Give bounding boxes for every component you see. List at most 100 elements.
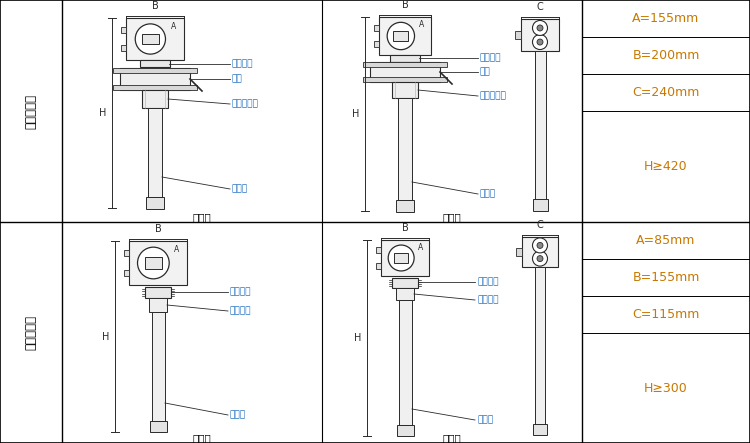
Bar — [148, 108, 162, 197]
Text: A=155mm: A=155mm — [632, 12, 700, 25]
Text: B: B — [152, 1, 158, 11]
Text: 连接螺丝: 连接螺丝 — [477, 295, 499, 304]
Text: B=155mm: B=155mm — [632, 271, 700, 284]
Text: C=115mm: C=115mm — [632, 308, 700, 321]
Text: H: H — [102, 331, 109, 342]
Text: 一体型: 一体型 — [193, 433, 211, 443]
Bar — [535, 267, 545, 425]
Bar — [142, 90, 168, 108]
Text: B=200mm: B=200mm — [632, 49, 700, 62]
Bar — [516, 248, 522, 256]
Text: A=85mm: A=85mm — [636, 234, 696, 247]
Bar — [129, 241, 187, 285]
Text: A: A — [174, 245, 179, 254]
Bar — [392, 278, 418, 288]
Circle shape — [537, 39, 543, 45]
Text: 连接法兰: 连接法兰 — [480, 54, 502, 62]
Bar — [113, 85, 197, 90]
Bar — [398, 98, 412, 200]
Text: 球阀: 球阀 — [480, 67, 490, 77]
Circle shape — [532, 238, 548, 253]
Bar — [152, 312, 164, 421]
Text: C: C — [537, 2, 543, 12]
Bar — [149, 298, 167, 312]
Bar — [394, 253, 408, 263]
Bar — [393, 31, 408, 41]
Text: B: B — [402, 223, 408, 233]
Bar — [124, 270, 129, 276]
Text: 锁紧螺母: 锁紧螺母 — [230, 288, 251, 296]
Bar — [145, 257, 162, 268]
Text: 分体型: 分体型 — [442, 433, 461, 443]
Bar — [396, 200, 414, 212]
Text: 安装连接件: 安装连接件 — [480, 92, 507, 101]
Bar — [142, 34, 159, 44]
Text: H≥420: H≥420 — [644, 160, 688, 173]
Text: C: C — [537, 220, 543, 230]
Bar — [146, 197, 164, 209]
Bar — [379, 17, 431, 55]
Text: H: H — [352, 109, 359, 119]
Bar — [370, 62, 440, 82]
Text: 测量杆: 测量杆 — [480, 190, 496, 198]
Bar — [392, 82, 418, 98]
Bar — [397, 425, 413, 436]
Text: H: H — [99, 108, 106, 118]
Bar — [145, 287, 171, 298]
Text: 测量杆: 测量杆 — [230, 411, 246, 420]
Bar — [363, 62, 447, 67]
Text: B: B — [402, 0, 408, 10]
Text: 一体型: 一体型 — [193, 212, 211, 222]
Bar — [374, 25, 379, 31]
Bar — [376, 247, 381, 253]
Bar — [532, 199, 548, 211]
Circle shape — [537, 25, 543, 31]
Text: 连接螺丝: 连接螺丝 — [230, 307, 251, 315]
Bar — [535, 51, 545, 200]
Bar — [381, 240, 429, 276]
Circle shape — [532, 251, 548, 266]
Circle shape — [387, 22, 415, 50]
Circle shape — [537, 256, 543, 262]
Circle shape — [137, 247, 170, 279]
Text: 连接法兰: 连接法兰 — [232, 59, 254, 69]
Text: H: H — [354, 333, 361, 343]
Circle shape — [135, 24, 166, 54]
Text: H≥300: H≥300 — [644, 381, 688, 395]
Circle shape — [532, 35, 548, 50]
Bar — [396, 288, 414, 300]
Bar — [126, 18, 184, 60]
Bar — [363, 77, 447, 82]
Text: C=240mm: C=240mm — [632, 86, 700, 99]
Bar — [533, 424, 547, 435]
Bar — [121, 27, 126, 33]
Bar — [113, 68, 197, 73]
Text: 测量杆: 测量杆 — [232, 184, 248, 194]
Bar — [515, 31, 521, 39]
Circle shape — [532, 20, 548, 35]
Bar — [398, 300, 412, 425]
Bar — [521, 19, 559, 51]
Text: 锁紧螺母: 锁紧螺母 — [477, 277, 499, 287]
Bar — [140, 60, 170, 67]
Bar — [121, 45, 126, 51]
Bar — [120, 68, 190, 90]
Bar — [390, 55, 420, 62]
Text: 球阀: 球阀 — [232, 74, 243, 83]
Bar — [376, 263, 381, 269]
Text: 测量杆: 测量杆 — [477, 416, 494, 424]
Text: A: A — [418, 243, 423, 252]
Text: 安装连接件: 安装连接件 — [232, 100, 259, 109]
Text: B: B — [154, 224, 161, 234]
Bar — [374, 41, 379, 47]
Text: 螺纹连接型: 螺纹连接型 — [25, 315, 38, 350]
Bar — [522, 237, 558, 267]
Circle shape — [537, 242, 543, 249]
Text: 法兰连接型: 法兰连接型 — [25, 93, 38, 128]
Text: A: A — [171, 22, 176, 31]
Text: A: A — [419, 20, 424, 29]
Bar — [124, 250, 129, 256]
Bar — [149, 421, 166, 432]
Circle shape — [388, 245, 414, 271]
Text: 分体型: 分体型 — [442, 212, 461, 222]
